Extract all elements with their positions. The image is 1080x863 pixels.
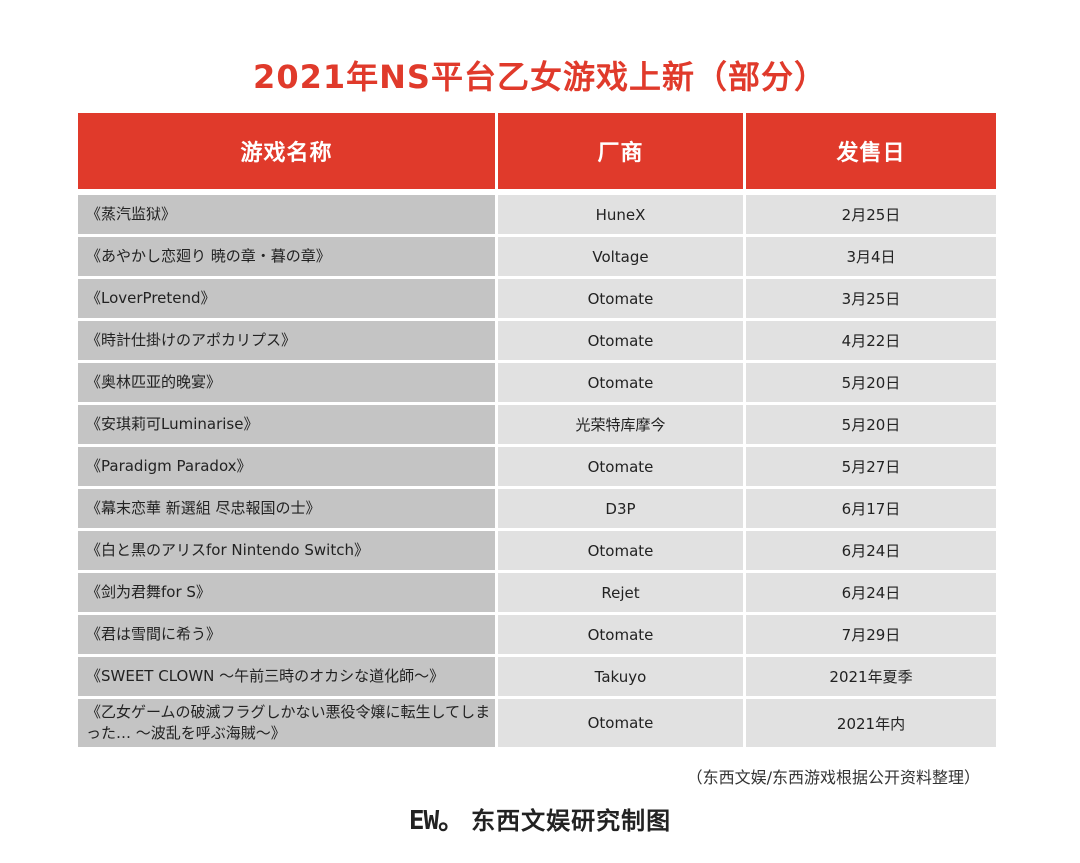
publisher-cell: Otomate	[498, 615, 743, 654]
table-row: 《剑为君舞for S》 Rejet 6月24日	[78, 573, 996, 612]
game-name-cell: 《剑为君舞for S》	[78, 573, 495, 612]
table-row: 《LoverPretend》 Otomate 3月25日	[78, 279, 996, 318]
release-table: 游戏名称 厂商 发售日 《蒸汽监狱》 HuneX 2月25日 《あやかし恋廻り 暁の章…	[78, 113, 996, 750]
publisher-cell: Otomate	[498, 321, 743, 360]
table-row: 《Paradigm Paradox》 Otomate 5月27日	[78, 447, 996, 486]
release-date-cell: 2021年内	[746, 699, 996, 747]
game-name-cell: 《奥林匹亚的晚宴》	[78, 363, 495, 402]
table-row: 《君は雪間に希う》 Otomate 7月29日	[78, 615, 996, 654]
game-name-cell: 《LoverPretend》	[78, 279, 495, 318]
game-name-cell: 《時計仕掛けのアポカリプス》	[78, 321, 495, 360]
publisher-cell: Rejet	[498, 573, 743, 612]
publisher-cell: HuneX	[498, 195, 743, 234]
game-name-cell: 《乙女ゲームの破滅フラグしかない悪役令嬢に転生してしまった… ～波乱を呼ぶ海賊～…	[78, 699, 495, 747]
game-name-cell: 《幕末恋華 新選組 尽忠報国の士》	[78, 489, 495, 528]
game-name-cell: 《Paradigm Paradox》	[78, 447, 495, 486]
table-row: 《乙女ゲームの破滅フラグしかない悪役令嬢に転生してしまった… ～波乱を呼ぶ海賊～…	[78, 699, 996, 747]
table-row: 《時計仕掛けのアポカリプス》 Otomate 4月22日	[78, 321, 996, 360]
release-date-cell: 6月24日	[746, 531, 996, 570]
publisher-cell: Otomate	[498, 699, 743, 747]
release-date-cell: 2021年夏季	[746, 657, 996, 696]
publisher-cell: Otomate	[498, 447, 743, 486]
table-row: 《SWEET CLOWN ～午前三時のオカシな道化師～》 Takuyo 2021年夏…	[78, 657, 996, 696]
table-row: 《幕末恋華 新選組 尽忠報国の士》 D3P 6月17日	[78, 489, 996, 528]
table-row: 《安琪莉可Luminarise》 光荣特库摩今 5月20日	[78, 405, 996, 444]
release-date-cell: 2月25日	[746, 195, 996, 234]
release-date-cell: 6月24日	[746, 573, 996, 612]
game-name-cell: 《君は雪間に希う》	[78, 615, 495, 654]
game-name-cell: 《SWEET CLOWN ～午前三時のオカシな道化師～》	[78, 657, 495, 696]
release-date-cell: 7月29日	[746, 615, 996, 654]
publisher-cell: Takuyo	[498, 657, 743, 696]
header-release-date: 发售日	[746, 113, 996, 189]
release-date-cell: 3月25日	[746, 279, 996, 318]
release-date-cell: 6月17日	[746, 489, 996, 528]
footer-credit: 东西文娱研究制图	[471, 807, 672, 835]
release-date-cell: 5月20日	[746, 405, 996, 444]
publisher-cell: Otomate	[498, 279, 743, 318]
ew-logo: EW。	[408, 806, 464, 836]
game-name-cell: 《安琪莉可Luminarise》	[78, 405, 495, 444]
header-publisher: 厂商	[498, 113, 743, 189]
source-note: （东西文娱/东西游戏根据公开资料整理）	[686, 768, 980, 787]
release-date-cell: 5月27日	[746, 447, 996, 486]
release-date-cell: 3月4日	[746, 237, 996, 276]
header-game-name: 游戏名称	[78, 113, 495, 189]
game-name-cell: 《あやかし恋廻り 暁の章・暮の章》	[78, 237, 495, 276]
release-date-cell: 5月20日	[746, 363, 996, 402]
publisher-cell: Otomate	[498, 363, 743, 402]
table-header-row: 游戏名称 厂商 发售日	[78, 113, 996, 189]
publisher-cell: Voltage	[498, 237, 743, 276]
page-title: 2021年NS平台乙女游戏上新（部分）	[253, 58, 827, 96]
publisher-cell: Otomate	[498, 531, 743, 570]
footer: EW。 东西文娱研究制图	[0, 800, 1080, 837]
publisher-cell: 光荣特库摩今	[498, 405, 743, 444]
table-row: 《白と黒のアリスfor Nintendo Switch》 Otomate 6月24日	[78, 531, 996, 570]
table-row: 《蒸汽监狱》 HuneX 2月25日	[78, 195, 996, 234]
table-body: 《蒸汽监狱》 HuneX 2月25日 《あやかし恋廻り 暁の章・暮の章》 Voltage…	[78, 195, 996, 747]
publisher-cell: D3P	[498, 489, 743, 528]
game-name-cell: 《蒸汽监狱》	[78, 195, 495, 234]
release-date-cell: 4月22日	[746, 321, 996, 360]
game-name-cell: 《白と黒のアリスfor Nintendo Switch》	[78, 531, 495, 570]
table-row: 《奥林匹亚的晚宴》 Otomate 5月20日	[78, 363, 996, 402]
table-row: 《あやかし恋廻り 暁の章・暮の章》 Voltage 3月4日	[78, 237, 996, 276]
